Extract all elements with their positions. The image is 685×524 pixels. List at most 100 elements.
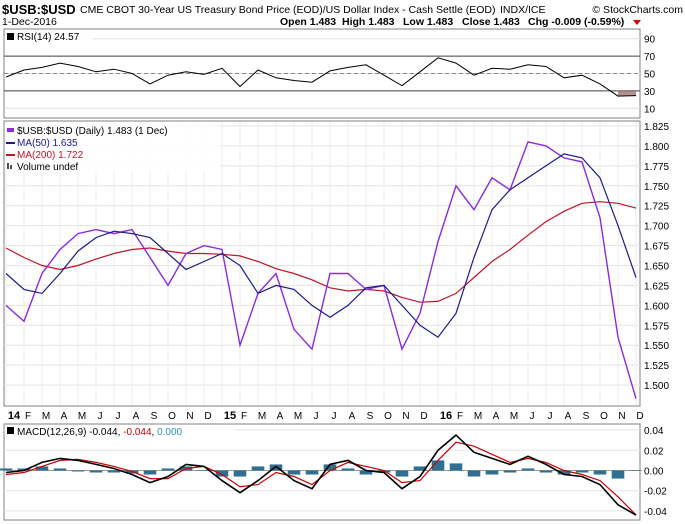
price-legend-swatch <box>7 128 14 132</box>
x-tick-label-29: J <box>530 411 535 422</box>
chart-copyright: © StockCharts.com <box>592 4 683 16</box>
ohlc-open: Open 1.483 <box>280 16 336 28</box>
macd-hist-bar-2 <box>35 466 49 471</box>
x-tick-label-35: D <box>636 411 643 422</box>
price-tick-label-7: 1.675 <box>644 242 669 253</box>
rsi-legend-swatch <box>7 33 14 40</box>
ma50-legend: MA(50) 1.635 <box>17 138 78 149</box>
price-tick-label-12: 1.800 <box>644 142 669 153</box>
chart-symbol: $USB:$USD <box>2 2 76 17</box>
ohlc-high: High 1.483 <box>342 16 395 28</box>
rsi-tick-label-3: 70 <box>644 52 656 63</box>
rsi-y-axis: 10 30 50 70 90 <box>644 35 656 116</box>
macd-legend: MACD(12,26,9) -0.044, -0.044, 0.000 <box>17 427 183 438</box>
macd-hist-bar-5 <box>89 470 103 473</box>
x-tick-label-30: J <box>548 411 553 422</box>
rsi-tick-label-2: 50 <box>644 70 656 81</box>
rsi-legend-box <box>5 30 93 43</box>
price-tick-label-5: 1.625 <box>644 281 669 292</box>
macd-hist-bar-6 <box>107 470 121 473</box>
x-tick-label-16: M <box>294 411 302 422</box>
macd-hist-bar-29 <box>521 468 535 471</box>
x-tick-label-10: N <box>186 411 193 422</box>
macd-hist-bar-26 <box>467 470 481 477</box>
x-tick-label-11: D <box>204 411 211 422</box>
x-tick-label-22: N <box>402 411 409 422</box>
chart-description: CME CBOT 30-Year US Treasury Bond Price … <box>80 4 495 16</box>
macd-hist-bar-31 <box>557 470 571 475</box>
macd-hist-bar-22 <box>395 470 409 477</box>
x-tick-label-23: D <box>420 411 427 422</box>
macd-hist-bar-12 <box>215 470 229 477</box>
x-tick-label-0: 14 <box>8 410 21 422</box>
x-tick-label-8: S <box>151 411 158 422</box>
price-tick-label-6: 1.650 <box>644 261 669 272</box>
x-tick-label-32: S <box>583 411 590 422</box>
price-tick-label-1: 1.525 <box>644 361 669 372</box>
macd-hist-bar-8 <box>143 470 157 475</box>
x-tick-label-4: M <box>78 411 86 422</box>
macd-tick-label-2: 0.00 <box>644 466 664 477</box>
x-tick-label-14: M <box>258 411 266 422</box>
price-tick-label-3: 1.575 <box>644 321 669 332</box>
macd-legend-sep1: , <box>118 427 124 438</box>
macd-tick-label-4: -0.04 <box>644 507 667 518</box>
ma50-line <box>5 153 637 339</box>
x-tick-label-1: F <box>25 411 31 422</box>
x-tick-label-33: O <box>600 411 608 422</box>
rsi-tick-label-0: 10 <box>644 104 656 115</box>
macd-hist-bar-28 <box>503 470 517 473</box>
volume-legend: Volume undef <box>17 162 78 173</box>
ohlc-low: Low 1.483 <box>403 16 453 28</box>
macd-hist-bar-33 <box>593 470 607 475</box>
macd-legend-prefix: MACD(12,26,9) <box>17 427 89 438</box>
macd-hist-bar-35 <box>629 470 643 471</box>
macd-legend-swatch <box>7 427 14 434</box>
volume-legend-swatch-2 <box>10 165 12 169</box>
x-tick-label-3: A <box>61 411 68 422</box>
x-tick-label-15: A <box>277 411 284 422</box>
macd-tick-label-3: -0.02 <box>644 487 667 498</box>
price-tick-label-11: 1.775 <box>644 162 669 173</box>
macd-hist-bar-13 <box>233 470 247 477</box>
macd-hist-bar-34 <box>611 470 625 479</box>
x-tick-label-9: O <box>168 411 176 422</box>
macd-legend-macd: -0.044 <box>89 427 118 438</box>
x-tick-label-7: A <box>133 411 140 422</box>
x-tick-label-13: F <box>241 411 247 422</box>
macd-legend-hist: 0.000 <box>157 427 182 438</box>
rsi-line <box>5 57 637 97</box>
x-axis: 14 F M A M J J A S O N D 15 F M A M J J A S O N D 16 F M A M J J A S O N D <box>8 410 644 422</box>
macd-tick-label-1: 0.02 <box>644 446 664 457</box>
macd-hist-bar-3 <box>53 468 67 471</box>
x-tick-label-6: J <box>116 411 121 422</box>
macd-hist-bar-25 <box>449 463 463 471</box>
x-tick-label-26: M <box>474 411 482 422</box>
macd-hist-bar-21 <box>377 470 391 473</box>
price-legend-box <box>5 122 220 172</box>
x-tick-label-17: J <box>314 411 319 422</box>
x-tick-label-31: A <box>565 411 572 422</box>
macd-hist-bar-15 <box>269 464 283 471</box>
macd-hist-bar-16 <box>287 470 301 475</box>
volume-legend-swatch <box>7 163 9 169</box>
chart-date: 1-Dec-2016 <box>2 16 57 28</box>
macd-hist-bar-14 <box>251 466 265 471</box>
price-tick-label-8: 1.700 <box>644 222 669 233</box>
x-tick-label-12: 15 <box>224 410 236 422</box>
macd-hist-bar-30 <box>539 470 553 473</box>
macd-hist-bar-4 <box>71 470 85 472</box>
macd-y-axis: 0.04 0.02 0.00 -0.02 -0.04 <box>644 426 667 518</box>
macd-hist-bar-19 <box>341 468 355 471</box>
ma200-line <box>5 201 637 303</box>
change-down-icon <box>633 20 641 25</box>
x-tick-label-27: A <box>493 411 500 422</box>
macd-tick-label-0: 0.04 <box>644 426 664 437</box>
x-tick-label-2: M <box>42 411 50 422</box>
price-tick-label-4: 1.600 <box>644 301 669 312</box>
macd-hist-bar-11 <box>197 470 211 471</box>
x-tick-label-28: M <box>510 411 518 422</box>
price-tick-label-0: 1.500 <box>644 381 669 392</box>
ma200-legend: MA(200) 1.722 <box>17 150 84 161</box>
price-y-axis: 1.500 1.525 1.550 1.575 1.600 1.625 1.650 1.675… <box>644 122 669 392</box>
